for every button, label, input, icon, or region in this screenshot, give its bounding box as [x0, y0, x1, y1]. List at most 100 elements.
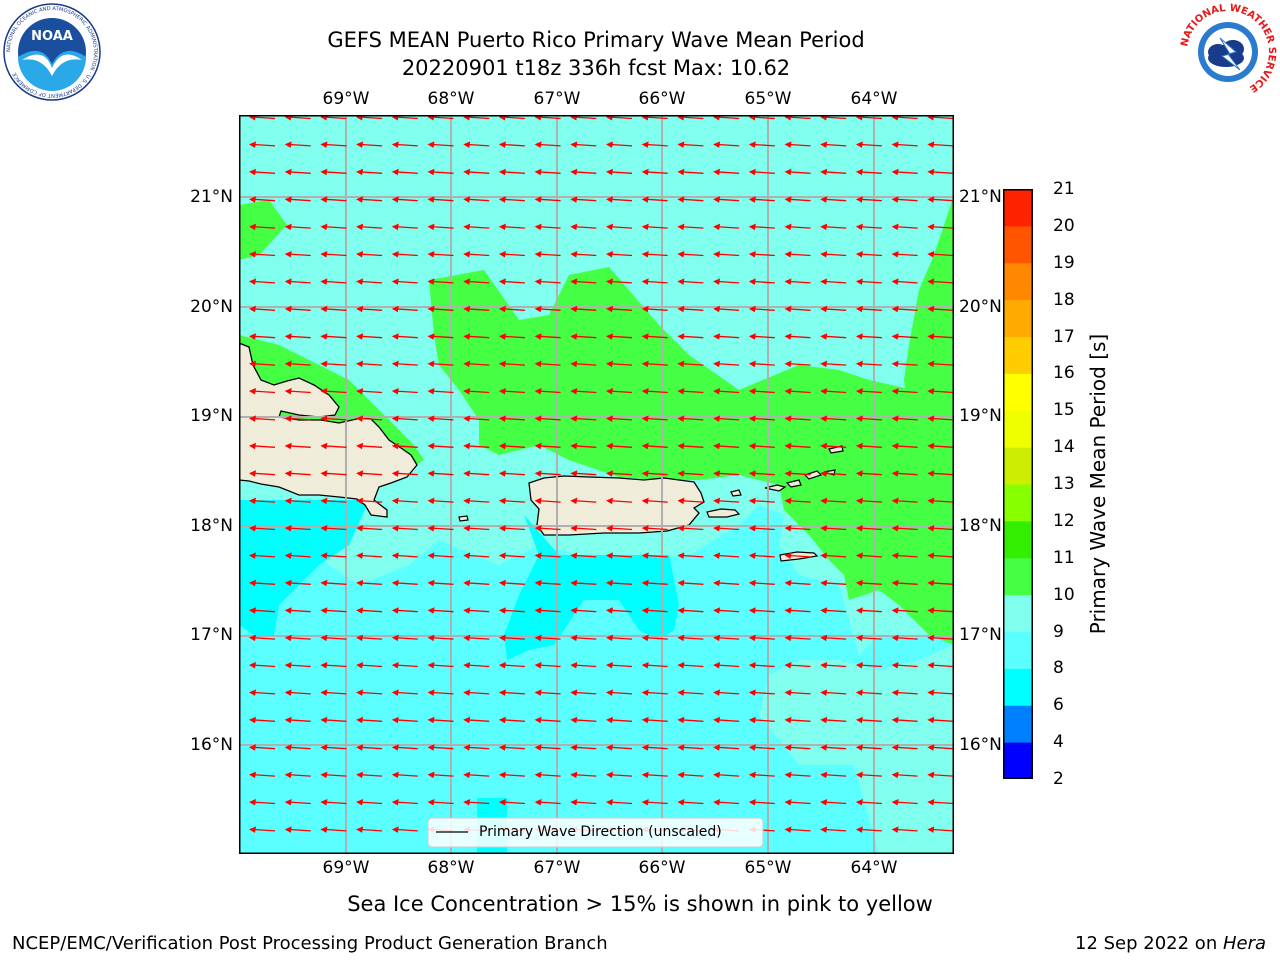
wave-arrow [430, 582, 454, 585]
wave-arrow-head [284, 470, 292, 477]
wave-arrow-head [641, 278, 649, 285]
wave-arrow-head [463, 497, 471, 505]
wave-arrow [930, 582, 954, 585]
wave-arrow-head [356, 799, 364, 806]
wave-arrow-head [391, 168, 399, 176]
wave-arrow-head [391, 716, 399, 724]
wave-arrow-head [356, 579, 364, 587]
wave-arrow [537, 691, 561, 695]
wave-arrow [573, 746, 597, 750]
wave-arrow-head [641, 141, 649, 148]
wave-arrow-head [570, 662, 578, 669]
colorbar [1003, 189, 1033, 779]
wave-arrow [359, 280, 383, 284]
wave-arrow [359, 554, 383, 558]
wave-arrow-head [748, 442, 756, 450]
wave-arrow [359, 664, 383, 668]
wave-arrow [644, 335, 668, 339]
wave-arrow-head [641, 305, 649, 313]
wave-arrow-head [820, 607, 828, 614]
wave-arrow-head [713, 744, 721, 751]
wave-arrow-head [713, 168, 721, 176]
wave-arrow-head [641, 634, 649, 642]
wave-arrow [394, 719, 418, 722]
wave-arrow-head [391, 799, 399, 806]
wave-arrow-head [677, 744, 685, 751]
wave-arrow-head [855, 497, 863, 505]
wave-arrow-head [748, 388, 756, 395]
wave-arrow [716, 773, 740, 777]
wave-arrow-head [534, 744, 542, 751]
wave-arrow-head [391, 223, 399, 231]
lon-tick-bottom: 67°W [533, 858, 581, 878]
wave-arrow [680, 225, 704, 229]
wave-arrow-head [713, 634, 721, 642]
wave-arrow-head [641, 251, 649, 258]
wave-arrow-head [570, 799, 578, 806]
colorbar-tick-label: 20 [1053, 215, 1075, 236]
wave-arrow-head [249, 278, 256, 285]
wave-arrow-head [606, 497, 613, 505]
wave-arrow [466, 171, 490, 174]
wave-arrow-head [570, 223, 578, 231]
wave-arrow [394, 445, 418, 448]
wave-arrow [608, 719, 633, 722]
lat-tick-right: 16°N [959, 735, 1002, 755]
wave-arrow-head [391, 525, 399, 532]
wave-arrow [680, 143, 704, 147]
wave-arrow-head [463, 388, 471, 395]
wave-arrow [644, 225, 668, 229]
wave-arrow [823, 636, 847, 640]
wave-arrow [680, 746, 704, 750]
wave-arrow [858, 198, 882, 202]
wave-arrow-head [356, 525, 364, 532]
wave-arrow-head [855, 607, 863, 614]
wave-arrow-head [534, 662, 542, 669]
wave-arrow [680, 116, 704, 120]
wave-arrow-head [498, 305, 506, 313]
wave-arrow-head [284, 251, 292, 258]
wave-arrow [608, 143, 633, 147]
wave-arrow [359, 773, 383, 777]
map-legend [427, 817, 764, 848]
wave-arrow-head [463, 744, 471, 751]
wave-arrow [751, 582, 775, 585]
wave-arrow-head [320, 388, 328, 395]
wave-arrow-head [713, 333, 721, 340]
wave-arrow [251, 554, 276, 558]
wave-arrow [501, 280, 525, 284]
wave-arrow-head [927, 579, 935, 587]
wave-arrow-head [463, 415, 471, 422]
wave-arrow-head [855, 223, 863, 231]
wave-arrow [823, 801, 847, 805]
wave-arrow-head [677, 141, 685, 148]
wave-arrow [573, 691, 597, 695]
wave-arrow-head [855, 470, 863, 477]
lat-tick-left: 16°N [190, 735, 233, 755]
wave-arrow-head [784, 333, 792, 340]
wave-arrow-head [677, 360, 685, 368]
wave-arrow [716, 198, 740, 202]
wave-arrow-head [606, 415, 613, 422]
wave-arrow-head [784, 826, 792, 833]
wave-arrow-head [498, 168, 506, 176]
st-thomas-island [764, 484, 787, 492]
wave-arrow [573, 308, 597, 311]
wave-arrow-head [891, 168, 899, 176]
wave-arrow-head [927, 799, 935, 806]
wave-arrow [644, 390, 668, 394]
wave-arrow [359, 582, 383, 585]
wave-arrow-head [748, 470, 756, 477]
wave-arrow-head [249, 223, 256, 231]
wave-arrow-head [784, 634, 792, 642]
wave-arrow-head [427, 333, 435, 340]
wave-arrow [716, 691, 740, 695]
wave-arrow [751, 445, 775, 448]
wave-arrow-head [284, 634, 292, 642]
wave-arrow [930, 171, 954, 174]
wave-arrow-head [748, 141, 756, 148]
colorbar-tick-label: 12 [1053, 510, 1075, 531]
wave-arrow [501, 253, 525, 257]
period-region-6-8-south [504, 515, 679, 660]
colorbar-tick-label: 17 [1053, 326, 1075, 347]
